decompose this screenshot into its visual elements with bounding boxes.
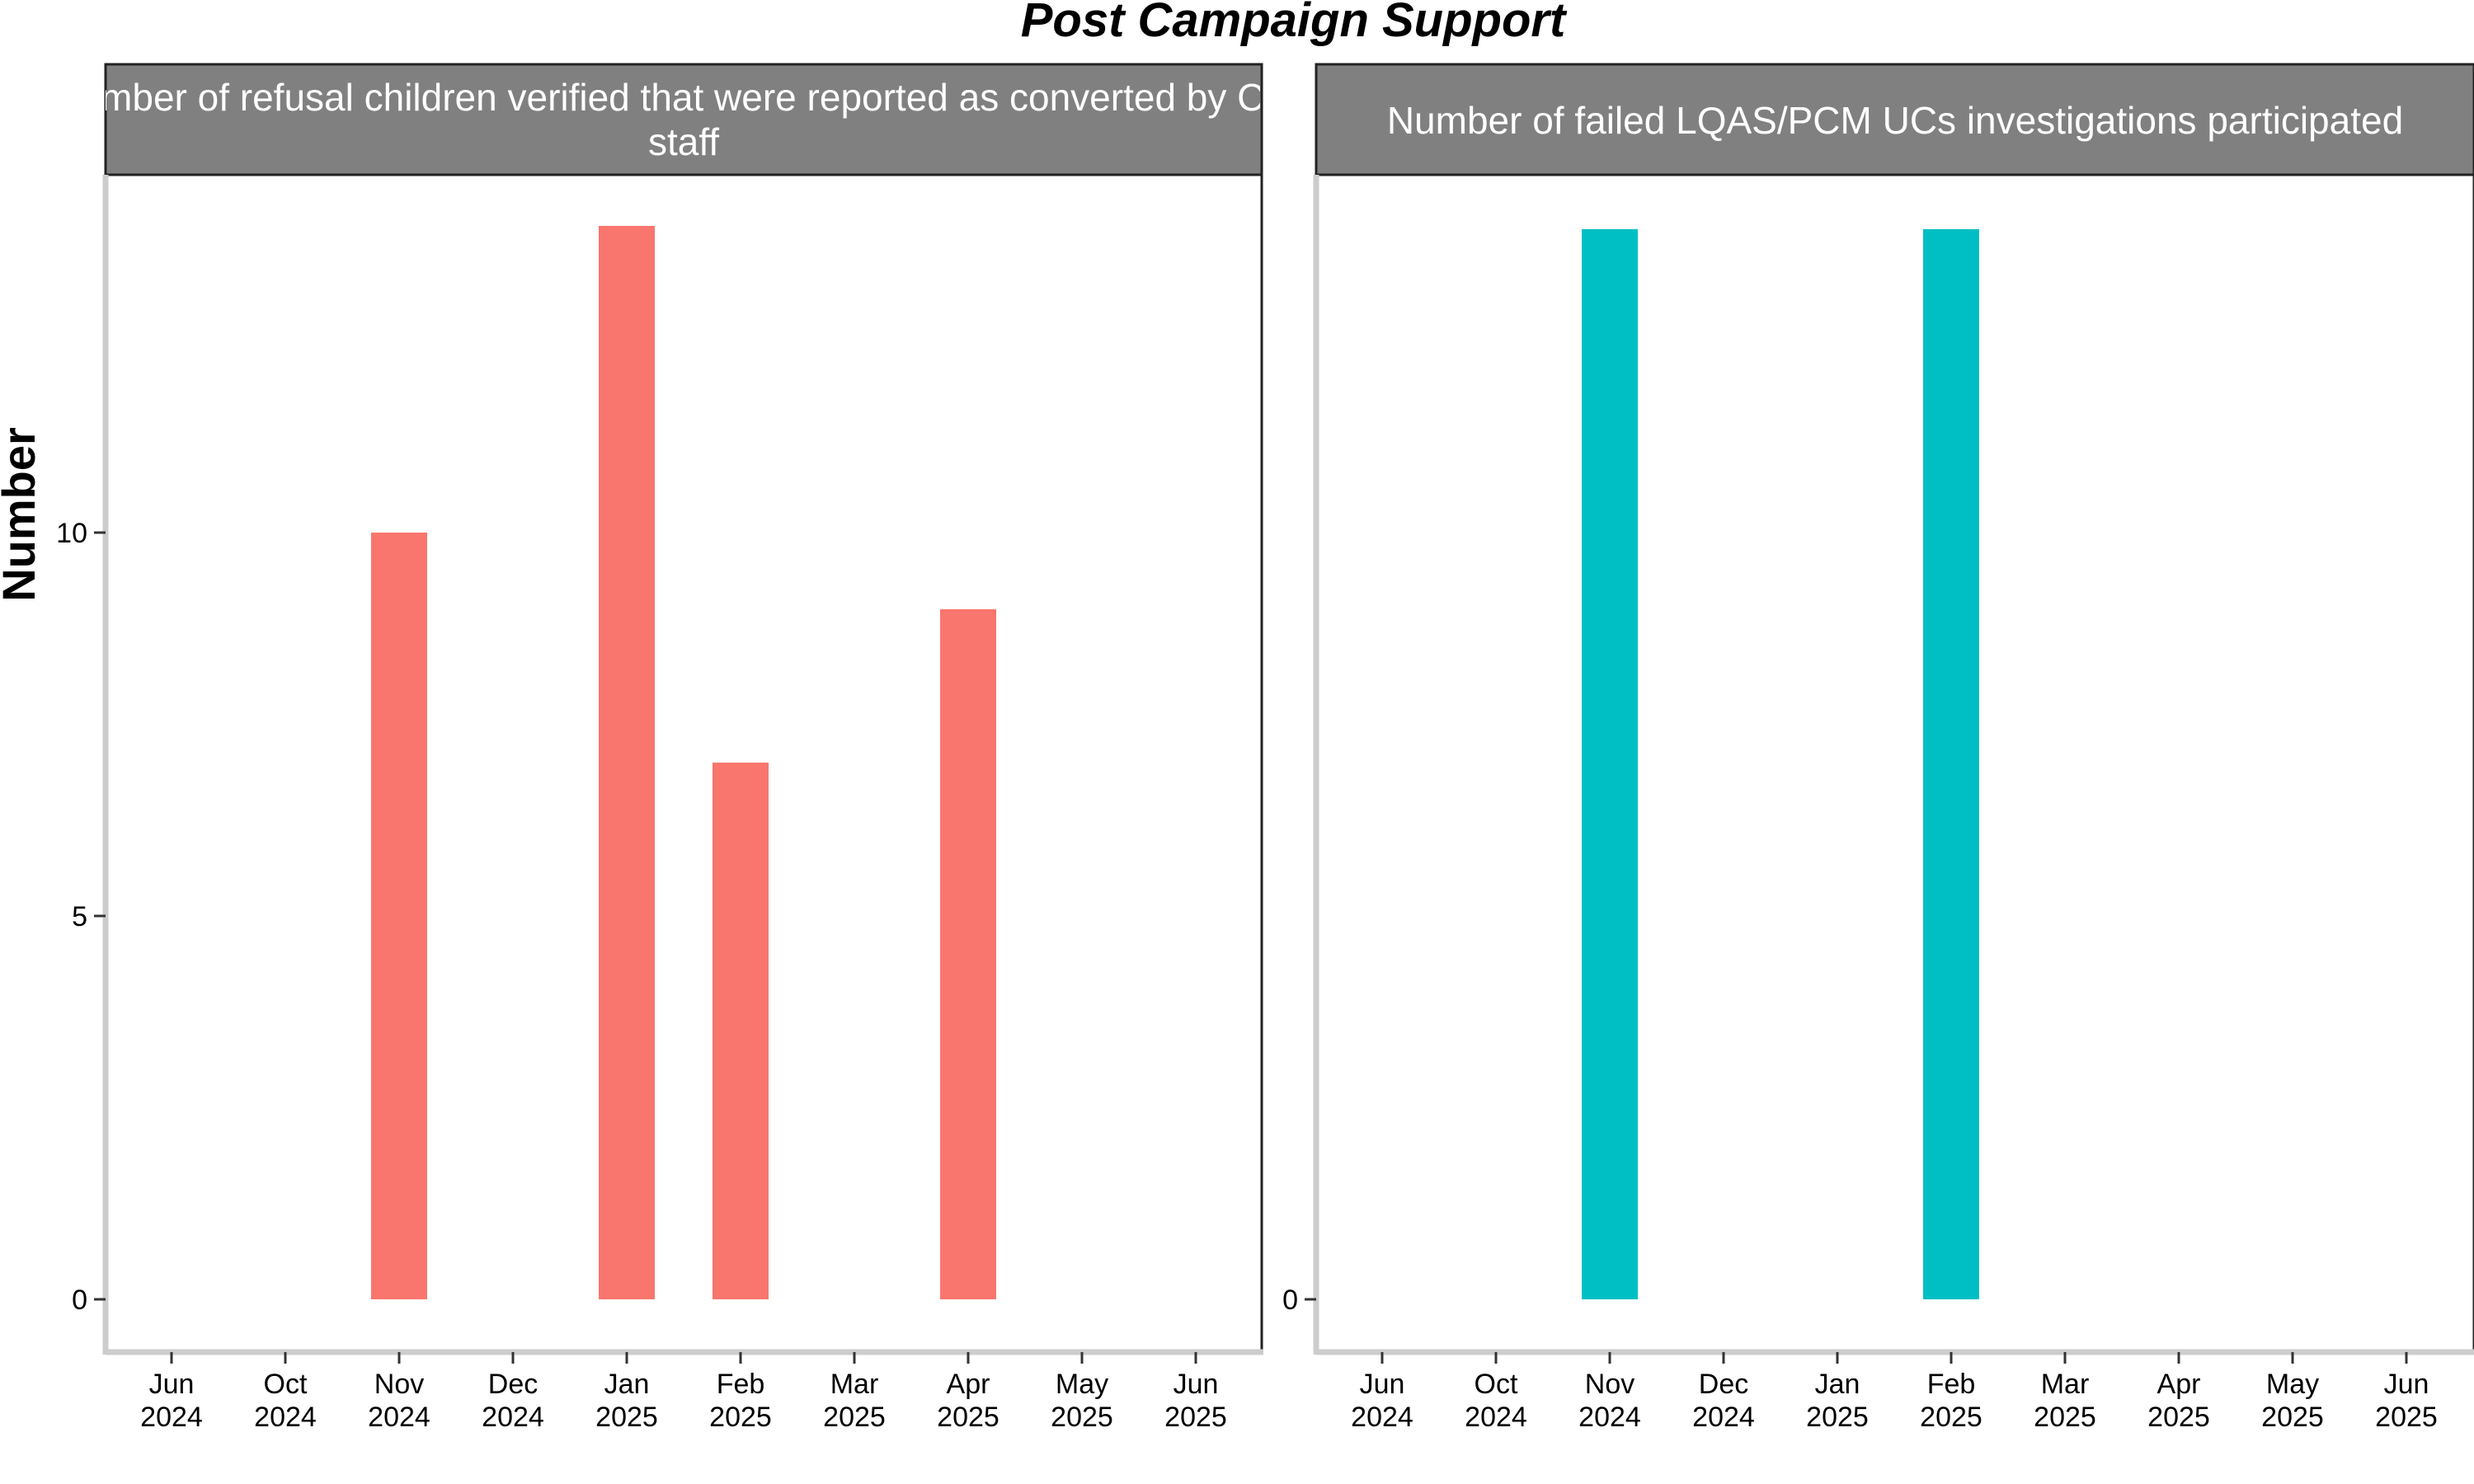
panel-2: Number of failed LQAS/PCM UCs investigat… [1282, 63, 2474, 1433]
bar [1582, 229, 1638, 1299]
x-tick-label: Jan 2025 [595, 1369, 658, 1433]
bar [1923, 229, 1979, 1299]
x-tick-label: Jun 2025 [2375, 1369, 2438, 1433]
y-tick-label: 0 [1282, 1284, 1298, 1316]
x-tick-label: Apr 2025 [2147, 1369, 2210, 1433]
x-tick-label: Jun 2025 [1164, 1369, 1227, 1433]
panel-strip [104, 63, 1263, 176]
panel-strip-line: Number of failed LQAS/PCM UCs investigat… [1387, 99, 2403, 142]
x-tick-label: Mar 2025 [2034, 1369, 2096, 1433]
panel-strip-text: Number of failed LQAS/PCM UCs investigat… [1387, 99, 2403, 142]
panel-strip-text: Number of refusal children verified that… [52, 76, 1315, 163]
y-tick-label: 0 [72, 1284, 87, 1316]
x-tick-label: Dec 2024 [1692, 1369, 1755, 1433]
x-tick-label: Jun 2024 [140, 1369, 203, 1433]
x-tick-label: May 2025 [2261, 1369, 2324, 1433]
bar [371, 533, 427, 1299]
x-tick-label: Nov 2024 [368, 1369, 430, 1433]
x-tick-label: May 2025 [1051, 1369, 1113, 1433]
chart-title: Post Campaign Support [1020, 0, 1566, 47]
panel-strip [1315, 63, 2474, 176]
panel-1: Number of refusal children verified that… [52, 63, 1315, 1433]
x-tick-label: Jun 2024 [1351, 1369, 1413, 1433]
y-tick-label: 10 [56, 518, 87, 549]
y-tick-label: 5 [72, 901, 87, 932]
x-tick-label: Nov 2024 [1578, 1369, 1641, 1433]
bar [599, 226, 655, 1299]
x-tick-label: Oct 2024 [1465, 1369, 1527, 1433]
panel-strip-line: Number of refusal children verified that… [52, 76, 1315, 119]
x-tick-label: Feb 2025 [1920, 1369, 1982, 1433]
x-tick-label: Dec 2024 [482, 1369, 544, 1433]
panel-strip-line: staff [648, 120, 719, 163]
x-tick-label: Apr 2025 [937, 1369, 999, 1433]
x-tick-label: Feb 2025 [709, 1369, 772, 1433]
bar [713, 763, 769, 1299]
bar [940, 609, 996, 1299]
x-tick-label: Jan 2025 [1806, 1369, 1869, 1433]
x-tick-label: Mar 2025 [823, 1369, 886, 1433]
y-axis-label: Number [0, 427, 45, 602]
x-tick-label: Oct 2024 [254, 1369, 317, 1433]
